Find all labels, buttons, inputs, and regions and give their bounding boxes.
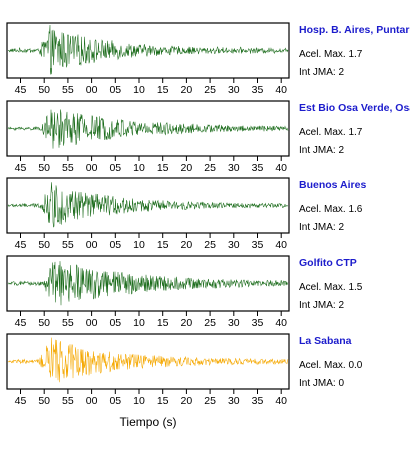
x-tick-label: 20	[181, 162, 193, 174]
x-tick-label: 10	[133, 239, 145, 251]
x-tick-label: 15	[157, 239, 169, 251]
x-tick-label: 15	[157, 84, 169, 96]
waveform-line	[7, 182, 289, 228]
x-tick-label: 20	[181, 239, 193, 251]
x-tick-label: 20	[181, 317, 193, 329]
x-tick-label: 35	[252, 395, 264, 407]
x-tick-label: 35	[252, 317, 264, 329]
station-panel: 45 50 55 00 05 10 15 20 25 30 35 40 Hosp. B. Aires, …	[6, 22, 410, 96]
jma-intensity-label: Int JMA: 2	[299, 145, 344, 156]
station-panel: 45 50 55 00 05 10 15 20 25 30 35 40 Buenos Aires Acel…	[6, 177, 366, 251]
x-tick-label: 15	[157, 162, 169, 174]
x-tick-label: 15	[157, 317, 169, 329]
x-tick-label: 10	[133, 317, 145, 329]
x-tick-label: 05	[109, 239, 121, 251]
x-tick-label: 30	[228, 84, 240, 96]
max-acceleration-label: Acel. Max. 1.5	[299, 282, 363, 293]
x-tick-label: 55	[62, 239, 74, 251]
x-tick-label: 55	[62, 84, 74, 96]
station-panel: 45 50 55 00 05 10 15 20 25 30 35 40 La Sabana Acel. M…	[6, 333, 363, 407]
x-tick-label: 10	[133, 395, 145, 407]
x-tick-label: 35	[252, 162, 264, 174]
x-tick-label: 25	[204, 84, 216, 96]
station-panel: 45 50 55 00 05 10 15 20 25 30 35 40 Est Bio Osa Verd…	[6, 100, 410, 174]
x-tick-label: 40	[275, 84, 287, 96]
x-tick-label: 50	[38, 239, 50, 251]
x-tick-label: 20	[181, 84, 193, 96]
x-tick-label: 45	[15, 162, 27, 174]
x-tick-label: 50	[38, 84, 50, 96]
x-tick-label: 50	[38, 162, 50, 174]
station-name: Buenos Aires	[299, 179, 366, 191]
x-tick-label: 15	[157, 395, 169, 407]
waveform-line	[7, 261, 289, 306]
x-tick-label: 25	[204, 162, 216, 174]
x-tick-label: 40	[275, 162, 287, 174]
x-tick-label: 10	[133, 162, 145, 174]
x-tick-label: 45	[15, 317, 27, 329]
x-tick-label: 10	[133, 84, 145, 96]
x-tick-label: 05	[109, 317, 121, 329]
x-axis-title: Tiempo (s)	[120, 415, 177, 429]
jma-intensity-label: Int JMA: 2	[299, 67, 344, 78]
x-tick-label: 35	[252, 239, 264, 251]
x-tick-label: 30	[228, 162, 240, 174]
x-tick-label: 00	[86, 84, 98, 96]
waveform-line	[7, 337, 289, 383]
x-tick-label: 25	[204, 395, 216, 407]
waveform-line	[7, 24, 289, 75]
x-tick-label: 30	[228, 317, 240, 329]
x-tick-label: 50	[38, 395, 50, 407]
x-tick-label: 05	[109, 395, 121, 407]
x-tick-label: 45	[15, 395, 27, 407]
x-tick-label: 35	[252, 84, 264, 96]
x-tick-label: 00	[86, 239, 98, 251]
x-tick-label: 25	[204, 317, 216, 329]
jma-intensity-label: Int JMA: 0	[299, 378, 344, 389]
x-tick-label: 00	[86, 162, 98, 174]
max-acceleration-label: Acel. Max. 1.7	[299, 127, 363, 138]
x-tick-label: 20	[181, 395, 193, 407]
x-tick-label: 55	[62, 317, 74, 329]
station-panel: 45 50 55 00 05 10 15 20 25 30 35 40 Golfito CTP Acel.…	[6, 255, 363, 329]
waveform-line	[7, 109, 289, 149]
x-tick-label: 00	[86, 395, 98, 407]
x-tick-label: 00	[86, 317, 98, 329]
x-tick-label: 40	[275, 395, 287, 407]
panels-layer: 45 50 55 00 05 10 15 20 25 30 35 40 Hosp. B. Aires, …	[6, 22, 410, 407]
x-tick-label: 30	[228, 239, 240, 251]
max-acceleration-label: Acel. Max. 0.0	[299, 360, 363, 371]
x-tick-label: 55	[62, 395, 74, 407]
station-name: Golfito CTP	[299, 257, 357, 269]
station-name: La Sabana	[299, 335, 352, 347]
jma-intensity-label: Int JMA: 2	[299, 222, 344, 233]
x-tick-label: 55	[62, 162, 74, 174]
jma-intensity-label: Int JMA: 2	[299, 300, 344, 311]
x-tick-label: 45	[15, 84, 27, 96]
station-name: Est Bio Osa Verde, Osa	[299, 102, 410, 114]
station-name: Hosp. B. Aires, Puntare	[299, 24, 410, 36]
x-tick-label: 30	[228, 395, 240, 407]
max-acceleration-label: Acel. Max. 1.6	[299, 204, 363, 215]
x-tick-label: 45	[15, 239, 27, 251]
x-tick-label: 25	[204, 239, 216, 251]
max-acceleration-label: Acel. Max. 1.7	[299, 49, 363, 60]
x-tick-label: 40	[275, 239, 287, 251]
x-tick-label: 40	[275, 317, 287, 329]
x-tick-label: 05	[109, 162, 121, 174]
x-tick-label: 05	[109, 84, 121, 96]
x-tick-label: 50	[38, 317, 50, 329]
